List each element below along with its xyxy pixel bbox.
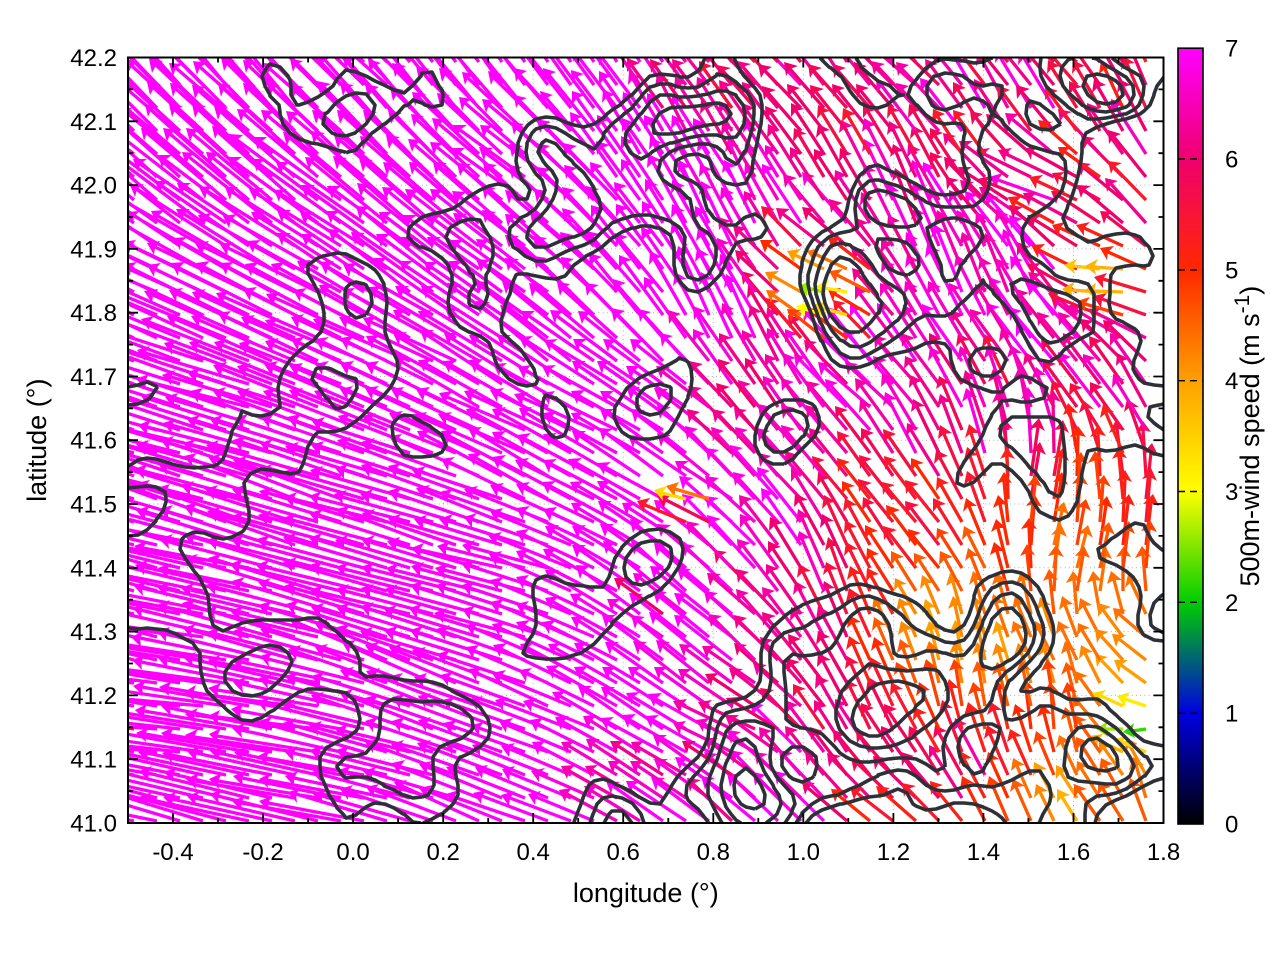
svg-text:41.1: 41.1 xyxy=(70,747,117,774)
svg-text:1: 1 xyxy=(1225,701,1238,728)
svg-text:6: 6 xyxy=(1225,147,1238,174)
svg-text:0.8: 0.8 xyxy=(697,839,730,866)
svg-text:41.0: 41.0 xyxy=(70,811,117,838)
svg-text:41.4: 41.4 xyxy=(70,555,117,582)
svg-text:41.8: 41.8 xyxy=(70,300,117,327)
svg-text:0: 0 xyxy=(1225,812,1238,839)
svg-text:0.0: 0.0 xyxy=(336,839,369,866)
svg-text:2: 2 xyxy=(1225,590,1238,617)
svg-text:42.0: 42.0 xyxy=(70,173,117,200)
svg-text:1.4: 1.4 xyxy=(967,839,1000,866)
svg-text:1.6: 1.6 xyxy=(1057,839,1090,866)
svg-text:41.5: 41.5 xyxy=(70,492,117,519)
svg-text:-0.2: -0.2 xyxy=(242,839,283,866)
svg-text:41.9: 41.9 xyxy=(70,236,117,263)
svg-text:1.2: 1.2 xyxy=(877,839,910,866)
svg-text:500m-wind speed (m s-1): 500m-wind speed (m s-1) xyxy=(1231,286,1265,587)
svg-text:41.2: 41.2 xyxy=(70,683,117,710)
svg-text:1.0: 1.0 xyxy=(787,839,820,866)
svg-text:4: 4 xyxy=(1225,368,1238,395)
svg-text:latitude (°): latitude (°) xyxy=(22,379,52,502)
svg-text:-0.4: -0.4 xyxy=(152,839,193,866)
svg-text:41.6: 41.6 xyxy=(70,428,117,455)
svg-text:42.1: 42.1 xyxy=(70,109,117,136)
svg-text:7: 7 xyxy=(1225,36,1238,63)
svg-text:41.3: 41.3 xyxy=(70,619,117,646)
svg-text:3: 3 xyxy=(1225,479,1238,506)
svg-text:41.7: 41.7 xyxy=(70,364,117,391)
svg-text:1.8: 1.8 xyxy=(1147,839,1180,866)
svg-text:42.2: 42.2 xyxy=(70,45,117,72)
svg-text:0.6: 0.6 xyxy=(607,839,640,866)
svg-text:longitude (°): longitude (°) xyxy=(573,878,719,908)
svg-text:0.4: 0.4 xyxy=(517,839,550,866)
svg-text:5: 5 xyxy=(1225,257,1238,284)
svg-text:0.2: 0.2 xyxy=(427,839,460,866)
